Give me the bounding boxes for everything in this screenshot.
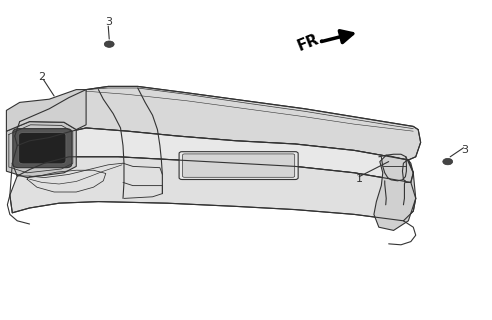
FancyBboxPatch shape xyxy=(387,186,402,204)
Polygon shape xyxy=(15,86,421,160)
Circle shape xyxy=(443,158,453,165)
Text: 1: 1 xyxy=(356,174,363,184)
FancyBboxPatch shape xyxy=(19,132,66,164)
FancyBboxPatch shape xyxy=(179,152,298,180)
Polygon shape xyxy=(6,122,76,178)
FancyBboxPatch shape xyxy=(382,183,407,207)
Polygon shape xyxy=(10,157,416,221)
FancyBboxPatch shape xyxy=(183,154,295,177)
Text: FR.: FR. xyxy=(295,29,327,54)
FancyBboxPatch shape xyxy=(13,129,72,168)
Text: 2: 2 xyxy=(38,72,45,82)
Circle shape xyxy=(104,41,114,47)
Text: 3: 3 xyxy=(461,145,468,156)
Text: 3: 3 xyxy=(105,17,112,28)
Polygon shape xyxy=(12,128,413,182)
Polygon shape xyxy=(6,90,86,131)
Polygon shape xyxy=(374,155,416,230)
